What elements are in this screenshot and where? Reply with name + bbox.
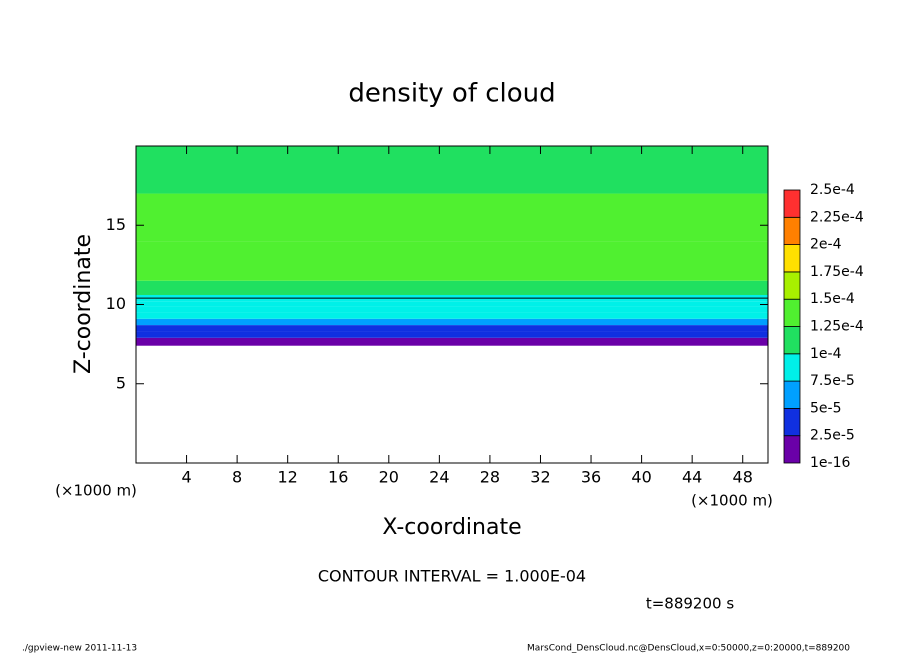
colorbar-label: 1.75e-4: [810, 264, 864, 280]
colorbar-label: 5e-5: [810, 400, 841, 416]
x-tick-label: 36: [581, 468, 601, 487]
contour-band: [136, 312, 768, 319]
colorbar-label: 2e-4: [810, 237, 842, 253]
colorbar-label: 2.5e-4: [810, 182, 855, 198]
colorbar-swatch: [783, 298, 801, 327]
contour-band: [136, 241, 768, 281]
colorbar-label: 1.25e-4: [810, 319, 864, 335]
x-tick-label: 48: [733, 468, 753, 487]
contour-interval: CONTOUR INTERVAL = 1.000E-04: [318, 567, 586, 586]
contour-band: [136, 306, 768, 313]
x-axis-label: X-coordinate: [382, 515, 521, 540]
contour-band: [136, 301, 768, 307]
x-unit: (×1000 m): [55, 482, 137, 500]
contour-band: [136, 146, 768, 194]
y-tick-label: 5: [116, 373, 126, 392]
x-tick-label: 16: [328, 468, 348, 487]
colorbar-label: 2.5e-5: [810, 428, 855, 444]
x-tick-label: 24: [429, 468, 449, 487]
colorbar-label: 2.25e-4: [810, 209, 864, 225]
contour-band: [136, 193, 768, 242]
x-tick-label: 12: [278, 468, 298, 487]
colorbar-label: 1e-4: [810, 346, 842, 362]
chart-title: density of cloud: [348, 79, 555, 109]
x-tick-label: 20: [379, 468, 399, 487]
footer: ./gpview-new 2011-11-13: [22, 644, 137, 654]
contour-band: [136, 337, 768, 346]
x-unit: (×1000 m): [691, 492, 773, 510]
x-tick-label: 32: [530, 468, 550, 487]
contour-band: [136, 280, 768, 295]
y-tick-label: 10: [106, 294, 126, 313]
time-label: t=889200 s: [646, 595, 734, 613]
colorbar-swatch: [783, 189, 801, 218]
colorbar-swatch: [783, 435, 801, 464]
colorbar-swatch: [783, 216, 801, 246]
colorbar-swatch: [783, 353, 801, 382]
colorbar-label: 7.5e-5: [810, 373, 855, 389]
contour-band: [136, 331, 768, 338]
x-tick-label: 44: [682, 468, 702, 487]
contour-band: [136, 325, 768, 332]
footer: MarsCond_DensCloud.nc@DensCloud,x=0:5000…: [527, 644, 850, 654]
y-tick-label: 15: [106, 215, 126, 234]
x-tick-label: 40: [631, 468, 651, 487]
x-tick-label: 28: [480, 468, 500, 487]
colorbar-label: 1.5e-4: [810, 291, 855, 307]
plot-area: [136, 146, 768, 346]
x-tick-label: 4: [181, 468, 191, 487]
colorbar-swatch: [783, 271, 801, 300]
colorbar-swatch: [783, 244, 801, 273]
colorbar-swatch: [783, 380, 801, 409]
y-axis-label: Z-coordinate: [71, 234, 96, 374]
colorbar-label: 1e-16: [810, 455, 850, 471]
contour-band: [136, 318, 768, 326]
x-tick-label: 8: [232, 468, 242, 487]
colorbar-swatch: [783, 326, 801, 355]
colorbar-swatch: [783, 407, 801, 437]
